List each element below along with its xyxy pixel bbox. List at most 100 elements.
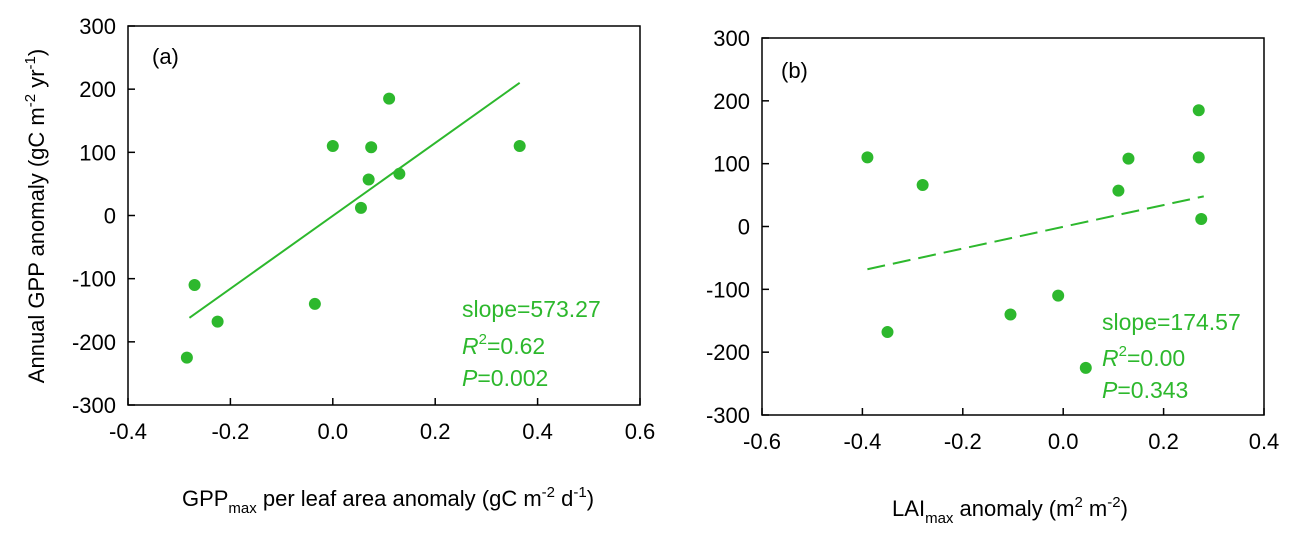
x-tick-label: 0.6 [625, 419, 656, 444]
x-tick-label: -0.2 [944, 429, 982, 454]
data-point [354, 201, 367, 214]
panel-a-ylabel-sup2: -1 [22, 56, 39, 69]
panel-a-xlabel-rest: per leaf area anomaly (gC m [257, 486, 542, 511]
panel-a-p-symbol: P [462, 365, 478, 391]
panel-b-fit-line-group [867, 195, 1204, 271]
y-tick-label: -100 [706, 277, 750, 302]
y-tick-label: -200 [72, 330, 116, 355]
panel-a-xlabel-end: ) [587, 486, 594, 511]
x-tick-label: 0.0 [1048, 429, 1079, 454]
panel-b-xlabel-sup2: -2 [1107, 494, 1120, 511]
data-point [1195, 212, 1208, 225]
panel-b-p: P=0.343 [1102, 377, 1188, 403]
x-tick-label: 0.0 [318, 419, 349, 444]
panel-b-slope: slope=174.57 [1102, 309, 1241, 335]
panel-b-r2-value: =0.00 [1127, 345, 1185, 371]
panel-a-x-ticks: -0.4 -0.2 0.0 0.2 0.4 0.6 [109, 398, 655, 444]
panel-a-y-ticks: -300 -200 -100 0 100 200 300 [72, 14, 135, 418]
panel-b-x-ticks: -0.6 -0.4 -0.2 0.0 0.2 0.4 [743, 408, 1279, 454]
panel-b-r2-sup: 2 [1119, 343, 1127, 360]
panel-b-xlabel-mid: m [1083, 496, 1107, 521]
panel-b-p-value: =0.343 [1117, 377, 1188, 403]
data-point [180, 351, 193, 364]
panel-a-ylabel-main: Annual GPP anomaly (gC m [24, 107, 49, 383]
panel-b-xlabel-end: ) [1121, 496, 1128, 521]
panel-b-xlabel-sup1: 2 [1074, 494, 1082, 511]
panel-a-ylabel-mid: yr [24, 69, 49, 93]
panel-b-x-axis-title: LAImax anomaly (m2 m-2) [892, 494, 1128, 527]
data-point [1192, 104, 1205, 117]
panel-a-p: P=0.002 [462, 365, 548, 391]
data-point [362, 173, 375, 186]
y-tick-label: -200 [706, 340, 750, 365]
panel-a-ylabel-sup1: -2 [22, 94, 39, 107]
panel-a-r2-symbol: R [462, 333, 479, 359]
y-tick-label: 0 [738, 215, 750, 240]
data-point [881, 326, 894, 339]
y-tick-label: -300 [72, 393, 116, 418]
panel-b: -300 -200 -100 0 100 200 300 -0.6 -0.4 -0.2 0.0 0.… [706, 26, 1279, 527]
y-tick-label: 200 [79, 77, 116, 102]
panel-a-r2-value: =0.62 [487, 333, 545, 359]
data-point [1122, 152, 1135, 165]
panel-a-r2: R2=0.62 [462, 331, 545, 359]
x-tick-label: -0.6 [743, 429, 781, 454]
panel-a-plot-frame [127, 25, 641, 406]
y-tick-label: 100 [713, 152, 750, 177]
panel-b-xlabel-main: LAI [892, 496, 925, 521]
data-point [1112, 184, 1125, 197]
panel-b-plot-frame [761, 37, 1265, 416]
panel-b-p-symbol: P [1102, 377, 1118, 403]
panel-a-x-axis-title: GPPmax per leaf area anomaly (gC m-2 d-1… [182, 484, 594, 517]
data-point [188, 278, 201, 291]
panel-b-r2: R2=0.00 [1102, 343, 1185, 371]
data-point [1192, 151, 1205, 164]
panel-a: -300 -200 -100 0 100 200 300 -0.4 -0.2 0.0 0.2 0.4… [22, 14, 655, 517]
data-point [513, 140, 526, 153]
panel-a-ylabel-end: ) [24, 49, 49, 56]
x-tick-label: -0.4 [843, 429, 881, 454]
panel-a-r2-sup: 2 [479, 331, 487, 348]
panel-a-slope: slope=573.27 [462, 296, 601, 322]
data-point [211, 315, 224, 328]
panel-b-xlabel-sub: max [925, 510, 954, 527]
data-point [1079, 361, 1092, 374]
panel-a-xlabel-sup1: -2 [542, 484, 555, 501]
fit-line [188, 82, 521, 319]
data-point [365, 141, 378, 154]
x-tick-label: 0.2 [1148, 429, 1179, 454]
y-tick-label: 0 [104, 204, 116, 229]
panel-a-xlabel-mid: d [555, 486, 573, 511]
data-point [1052, 289, 1065, 302]
panel-a-label: (a) [152, 44, 179, 69]
panel-a-points [180, 92, 526, 364]
panel-a-xlabel-main: GPP [182, 486, 228, 511]
panel-a-xlabel-sup2: -1 [573, 484, 586, 501]
panel-a-y-axis-title: Annual GPP anomaly (gC m-2 yr-1) [22, 49, 49, 383]
x-tick-label: -0.2 [211, 419, 249, 444]
data-point [1004, 308, 1017, 321]
data-point [326, 140, 339, 153]
x-tick-label: -0.4 [109, 419, 147, 444]
data-point [393, 167, 406, 180]
y-tick-label: 300 [79, 14, 116, 39]
panel-b-y-ticks: -300 -200 -100 0 100 200 300 [706, 26, 769, 428]
x-tick-label: 0.4 [1249, 429, 1280, 454]
panel-b-r2-symbol: R [1102, 345, 1119, 371]
panel-b-label: (b) [781, 58, 808, 83]
data-point [383, 92, 396, 105]
panel-a-fit-line-group [188, 82, 521, 319]
panel-a-p-value: =0.002 [477, 365, 548, 391]
panel-b-points [861, 104, 1208, 374]
fit-line [867, 195, 1204, 271]
y-tick-label: -100 [72, 267, 116, 292]
x-tick-label: 0.2 [420, 419, 451, 444]
y-tick-label: -300 [706, 403, 750, 428]
y-tick-label: 100 [79, 140, 116, 165]
x-tick-label: 0.4 [522, 419, 553, 444]
data-point [916, 179, 929, 192]
y-tick-label: 200 [713, 89, 750, 114]
panel-b-xlabel-rest: anomaly (m [953, 496, 1074, 521]
data-point [308, 297, 321, 310]
